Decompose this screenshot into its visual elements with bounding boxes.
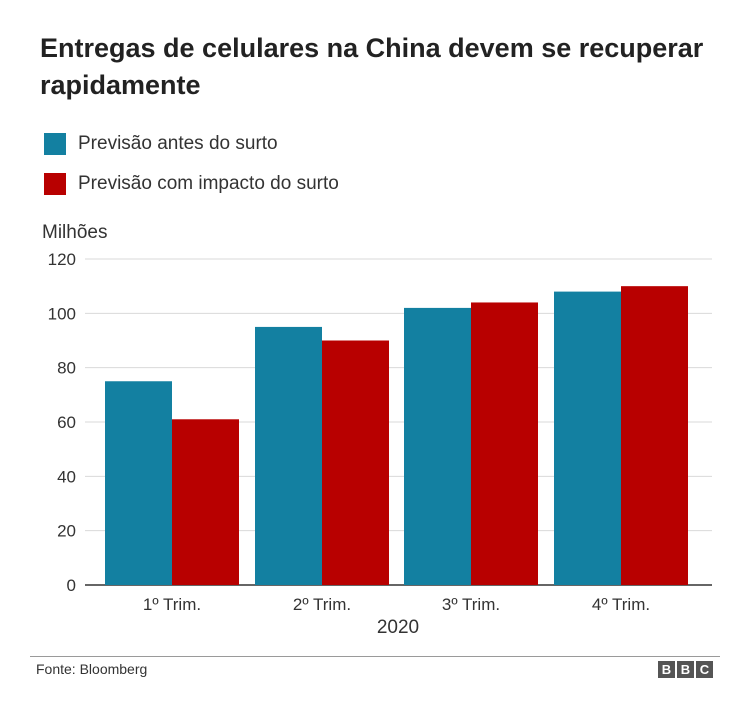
- bar-outbreak-impact: [172, 419, 239, 585]
- x-tick-label: 4º Trim.: [592, 595, 650, 614]
- legend: Previsão antes do surto Previsão com imp…: [44, 130, 339, 210]
- bbc-logo-letter-2: B: [677, 661, 694, 678]
- y-tick-label: 120: [48, 250, 76, 269]
- y-tick-label: 20: [57, 522, 76, 541]
- bar-outbreak-impact: [322, 340, 389, 585]
- y-tick-label: 40: [57, 467, 76, 486]
- y-tick-label: 0: [67, 576, 76, 595]
- tick-labels: 0 20 40 60 80 100 120 1º Trim. 2º Trim. 3º Trim. 4…: [48, 250, 650, 614]
- y-tick-label: 60: [57, 413, 76, 432]
- bar-outbreak-impact: [621, 286, 688, 585]
- legend-label-outbreak-impact: Previsão com impacto do surto: [78, 173, 339, 194]
- legend-item-before-outbreak: Previsão antes do surto: [44, 130, 339, 158]
- bbc-logo: B B C: [656, 661, 713, 678]
- bar-before-outbreak: [404, 307, 471, 585]
- source-note: Fonte: Bloomberg: [36, 661, 148, 677]
- y-axis-label: Milhões: [42, 222, 107, 243]
- y-tick-label: 80: [57, 359, 76, 378]
- bbc-logo-letter-1: B: [658, 661, 675, 678]
- legend-label-before-outbreak: Previsão antes do surto: [78, 133, 278, 154]
- bar-chart: Milhões 0 20 40 60 80 100 120 1º Trim. 2º Trim. 3…: [42, 222, 712, 638]
- footer-divider: [30, 656, 720, 657]
- bar-outbreak-impact: [471, 302, 538, 585]
- x-tick-label: 1º Trim.: [143, 595, 201, 614]
- x-tick-label: 2º Trim.: [293, 595, 351, 614]
- bbc-logo-letter-3: C: [696, 661, 713, 678]
- legend-swatch-outbreak-impact: [44, 173, 66, 195]
- x-tick-label: 3º Trim.: [442, 595, 500, 614]
- chart-title: Entregas de celulares na China devem se …: [40, 33, 704, 100]
- bars: [105, 286, 688, 585]
- x-axis-label: 2020: [377, 617, 419, 638]
- legend-item-outbreak-impact: Previsão com impacto do surto: [44, 170, 339, 198]
- legend-swatch-before-outbreak: [44, 133, 66, 155]
- y-tick-label: 100: [48, 304, 76, 323]
- bar-before-outbreak: [255, 326, 322, 585]
- bar-before-outbreak: [105, 381, 172, 585]
- bar-before-outbreak: [554, 291, 621, 585]
